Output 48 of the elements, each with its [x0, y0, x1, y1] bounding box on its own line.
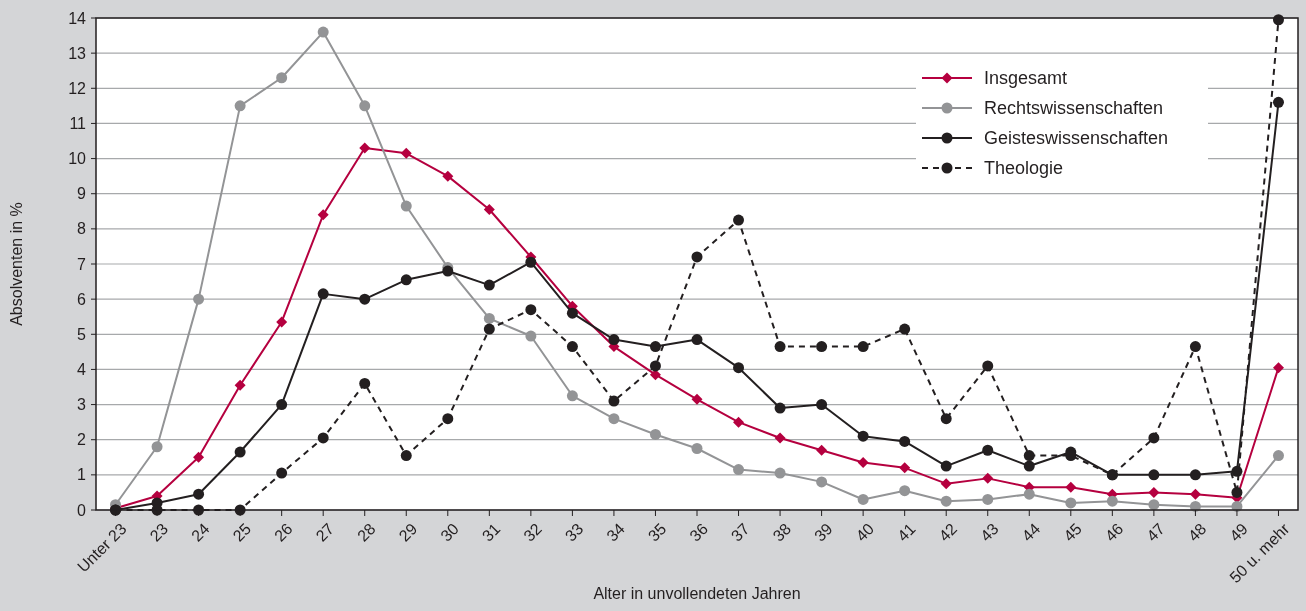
legend-label: Rechtswissenschaften: [984, 98, 1164, 119]
y-tick-label: 4: [77, 361, 87, 379]
x-tick-label: 35: [644, 519, 670, 545]
y-tick-label: 5: [77, 325, 87, 343]
y-tick-label: 10: [68, 150, 87, 168]
x-tick-label: 31: [478, 519, 504, 545]
x-tick-label: 48: [1184, 519, 1210, 545]
x-tick-label: 26: [271, 519, 296, 545]
x-tick-label: 49: [1226, 519, 1252, 545]
x-tick-label: 37: [727, 519, 753, 545]
x-tick-label: 32: [520, 519, 545, 545]
y-tick-label: 3: [77, 396, 87, 414]
y-tick-label: 2: [77, 431, 87, 449]
y-tick-label: 8: [77, 220, 87, 238]
y-tick-label: 1: [77, 466, 87, 484]
y-tick-label: 13: [68, 44, 87, 62]
x-tick-label: 36: [686, 519, 712, 545]
legend-label: Geisteswissenschaften: [984, 128, 1169, 149]
x-tick-label: 27: [312, 519, 338, 545]
x-tick-label: 38: [769, 519, 795, 545]
x-tick-label: 33: [561, 519, 587, 545]
x-tick-label: 28: [354, 519, 379, 545]
x-tick-label: 46: [1101, 519, 1127, 545]
y-axis-title: Absolventen in %: [8, 202, 25, 326]
x-tick-label: 29: [395, 519, 421, 545]
x-tick-label: 41: [894, 519, 919, 545]
x-tick-label: 42: [935, 519, 961, 545]
x-tick-label: 23: [146, 519, 172, 545]
y-tick-label: 12: [68, 79, 87, 97]
x-tick-label: 43: [977, 519, 1002, 545]
x-axis-title: Alter in unvollendeten Jahren: [593, 585, 801, 602]
x-tick-label: 40: [852, 519, 878, 545]
legend-label: Insgesamt: [984, 68, 1068, 89]
y-tick-label: 6: [77, 290, 87, 308]
x-tick-label: 47: [1143, 519, 1168, 545]
y-tick-label: 0: [77, 501, 87, 519]
legend-label: Theologie: [984, 158, 1064, 179]
x-tick-label: 25: [229, 519, 255, 545]
y-tick-label: 11: [69, 115, 87, 133]
x-tick-label: 30: [437, 519, 462, 545]
x-tick-label: 39: [811, 519, 836, 545]
x-tick-label: 44: [1018, 519, 1044, 545]
x-tick-label: 34: [603, 519, 629, 545]
x-tick-label: 45: [1060, 519, 1085, 545]
y-tick-label: 7: [77, 255, 87, 273]
y-tick-label: 9: [77, 185, 87, 203]
y-tick-label: 14: [68, 9, 87, 27]
x-tick-label: 24: [188, 519, 213, 545]
